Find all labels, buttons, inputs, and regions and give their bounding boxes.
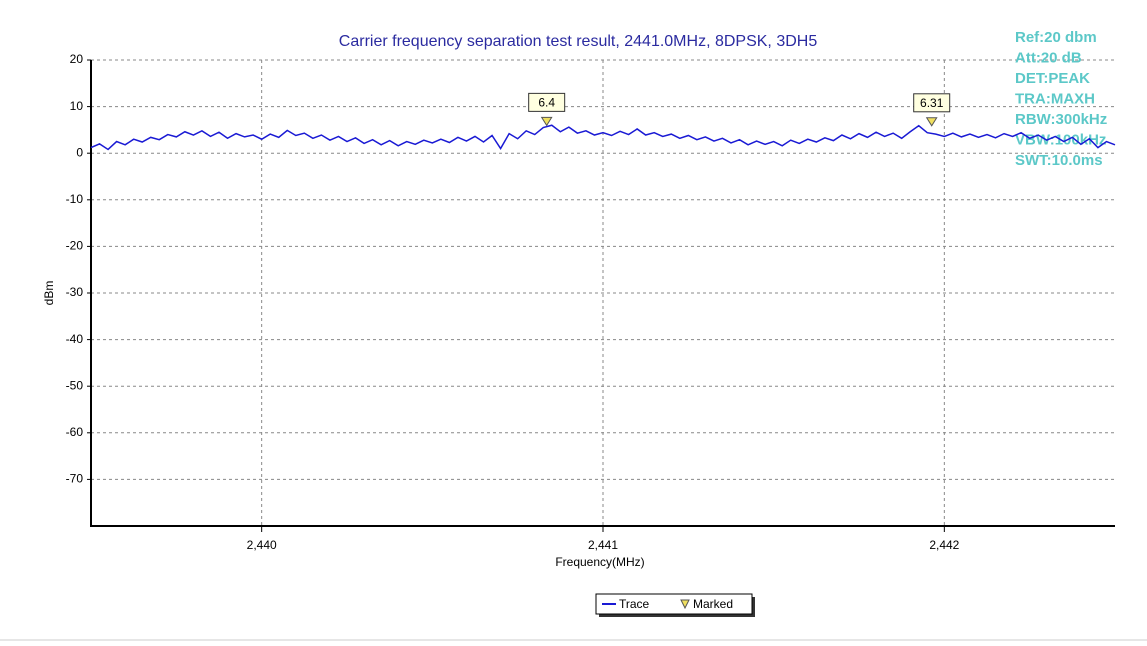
legend-label: Trace (619, 597, 650, 611)
marker (540, 116, 553, 127)
y-tick-label: -70 (66, 472, 84, 486)
instrument-setting: Att:20 dB (1015, 49, 1082, 66)
instrument-setting: TRA:MAXH (1015, 90, 1095, 107)
y-tick-label: -30 (66, 285, 84, 299)
y-axis-label: dBm (42, 281, 56, 306)
marker (925, 117, 938, 127)
instrument-setting: RBW:300kHz (1015, 111, 1107, 128)
y-tick-label: -10 (66, 192, 84, 206)
y-tick-label: -60 (66, 425, 84, 439)
x-tick-label: 2,440 (247, 538, 277, 552)
y-tick-label: -40 (66, 332, 84, 346)
y-tick-label: -50 (66, 378, 84, 392)
y-tick-label: 0 (76, 145, 83, 159)
marker-label: 6.4 (538, 96, 555, 110)
x-tick-label: 2,441 (588, 538, 618, 552)
chart-title: Carrier frequency separation test result… (339, 33, 818, 50)
y-tick-label: 10 (70, 99, 84, 113)
trace-line (90, 124, 1116, 151)
marker-label-box (913, 93, 951, 113)
legend-marker (680, 599, 690, 610)
marker-label-box (528, 92, 566, 112)
instrument-setting: DET:PEAK (1015, 70, 1090, 87)
instrument-setting: Ref:20 dbm (1015, 29, 1097, 46)
y-tick-label: 20 (70, 52, 84, 66)
legend: Trace Marked (595, 593, 755, 617)
instrument-setting: SWT:10.0ms (1015, 152, 1103, 169)
x-axis-label: Frequency(MHz) (555, 555, 644, 569)
legend-box (595, 593, 753, 615)
legend-label: Marked (693, 597, 733, 611)
marker-label: 6.31 (920, 96, 944, 110)
y-tick-label: -20 (66, 239, 84, 253)
x-tick-label: 2,442 (929, 538, 959, 552)
